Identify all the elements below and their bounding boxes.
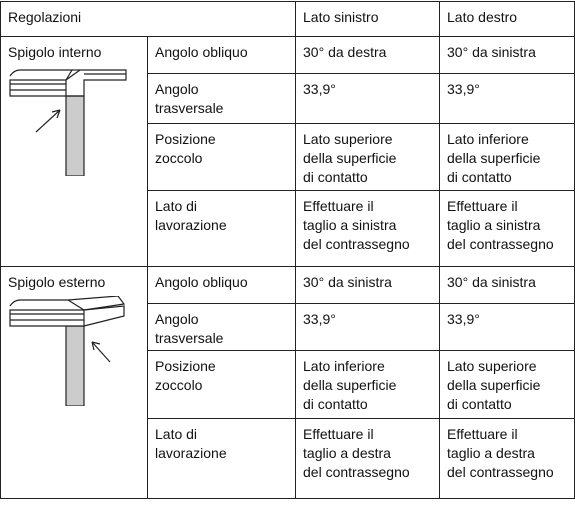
header-cell: Lato sinistro: [295, 1, 441, 37]
header-text: Regolazioni: [8, 9, 82, 25]
settings-table: Regolazioni Lato sinistro Lato destro Spigo…: [0, 1, 575, 499]
right-value: Effettuare il: [447, 198, 518, 214]
value-cell: 33,9°: [439, 303, 575, 351]
row-label: zoccolo: [155, 150, 203, 166]
left-value: Lato superiore: [303, 131, 393, 147]
left-value: del contrassegno: [303, 464, 410, 480]
value-cell: 30° da sinistra: [439, 266, 575, 304]
right-value: del contrassegno: [447, 464, 554, 480]
right-value: taglio a sinistra: [447, 217, 541, 233]
table-row: Spigolo interno Angolo obliquo 30° da des…: [0, 36, 575, 267]
table-row: Angolo trasversale 33,9° 33,9°: [1, 303, 575, 351]
right-value: di contatto: [447, 396, 512, 412]
left-value: 33,9°: [303, 81, 336, 97]
left-value: di contatto: [303, 396, 368, 412]
label-cell: Posizione zoccolo: [146, 350, 297, 419]
header-cell: Regolazioni: [0, 1, 297, 37]
section-title: Spigolo interno: [8, 44, 102, 60]
value-cell: Effettuare il taglio a destra del contrass…: [295, 418, 441, 499]
label-cell: Posizione zoccolo: [146, 123, 297, 191]
right-value: della superficie: [447, 377, 541, 393]
header-cell: Lato destro: [439, 1, 575, 37]
section-cell: Spigolo interno: [0, 36, 148, 267]
row-label: trasversale: [155, 100, 224, 116]
row-label: zoccolo: [155, 377, 203, 393]
value-cell: 30° da destra: [295, 36, 441, 74]
right-value: taglio a destra: [447, 445, 535, 461]
label-cell: Angolo obliquo: [146, 36, 297, 74]
left-value: 33,9°: [303, 311, 336, 327]
left-value: Lato inferiore: [303, 358, 385, 374]
right-value: Lato inferiore: [447, 131, 529, 147]
left-value: della superficie: [303, 377, 397, 393]
right-value: Lato superiore: [447, 358, 537, 374]
inner-corner-illustration: [9, 69, 127, 176]
table-row: Posizione zoccolo Lato inferiore della supe…: [1, 350, 575, 419]
left-value: Effettuare il: [303, 198, 374, 214]
right-value: 30° da sinistra: [447, 274, 536, 290]
left-value: 30° da destra: [303, 44, 387, 60]
value-cell: Lato superiore della superficie di contatt…: [295, 123, 441, 191]
value-cell: 33,9°: [295, 303, 441, 351]
label-cell: Lato di lavorazione: [146, 418, 297, 499]
right-value: di contatto: [447, 169, 512, 185]
left-value: taglio a sinistra: [303, 217, 397, 233]
outer-corner-illustration: [9, 296, 126, 406]
value-cell: 33,9°: [295, 73, 441, 124]
row-label: Posizione: [155, 358, 216, 374]
left-value: taglio a destra: [303, 445, 391, 461]
row-label: Angolo obliquo: [155, 44, 248, 60]
row-label: Angolo: [155, 311, 199, 327]
value-cell: Effettuare il taglio a sinistra del contra…: [295, 190, 441, 267]
right-value: 33,9°: [447, 311, 480, 327]
left-value: della superficie: [303, 150, 397, 166]
header-row: Regolazioni Lato sinistro Lato destro: [0, 1, 575, 37]
label-cell: Angolo trasversale: [146, 303, 297, 351]
value-cell: Effettuare il taglio a sinistra del contra…: [439, 190, 575, 267]
row-label: trasversale: [155, 330, 224, 346]
value-cell: Lato inferiore della superficie di contatt…: [295, 350, 441, 419]
row-label: Angolo: [155, 81, 199, 97]
row-label: Lato di: [155, 198, 198, 214]
left-value: del contrassegno: [303, 236, 410, 252]
row-label: lavorazione: [155, 217, 227, 233]
header-text: Lato sinistro: [303, 9, 379, 25]
row-label: Posizione: [155, 131, 216, 147]
row-label: lavorazione: [155, 445, 227, 461]
right-value: 30° da sinistra: [447, 44, 536, 60]
table-row: Angolo trasversale 33,9° 33,9°: [1, 73, 575, 124]
table-row: Spigolo esterno Angolo obliquo 30° da sin…: [0, 266, 575, 499]
right-value: del contrassegno: [447, 236, 554, 252]
header-text: Lato destro: [447, 9, 518, 25]
label-cell: Lato di lavorazione: [146, 190, 297, 267]
right-value: Effettuare il: [447, 426, 518, 442]
label-cell: Angolo obliquo: [146, 266, 297, 304]
left-value: Effettuare il: [303, 426, 374, 442]
right-value: della superficie: [447, 150, 541, 166]
table-row: Posizione zoccolo Lato superiore della supe…: [1, 123, 575, 191]
section-cell: Spigolo esterno: [0, 266, 148, 499]
row-label: Angolo obliquo: [155, 274, 248, 290]
value-cell: 30° da sinistra: [439, 36, 575, 74]
table-row: Lato di lavorazione Effettuare il taglio a …: [1, 418, 575, 499]
value-cell: 33,9°: [439, 73, 575, 124]
value-cell: Lato superiore della superficie di contatt…: [439, 350, 575, 419]
value-cell: 30° da sinistra: [295, 266, 441, 304]
value-cell: Effettuare il taglio a destra del contrass…: [439, 418, 575, 499]
right-value: 33,9°: [447, 81, 480, 97]
row-label: Lato di: [155, 426, 198, 442]
section-title: Spigolo esterno: [8, 274, 106, 290]
label-cell: Angolo trasversale: [146, 73, 297, 124]
left-value: di contatto: [303, 169, 368, 185]
left-value: 30° da sinistra: [303, 274, 392, 290]
value-cell: Lato inferiore della superficie di contatt…: [439, 123, 575, 191]
